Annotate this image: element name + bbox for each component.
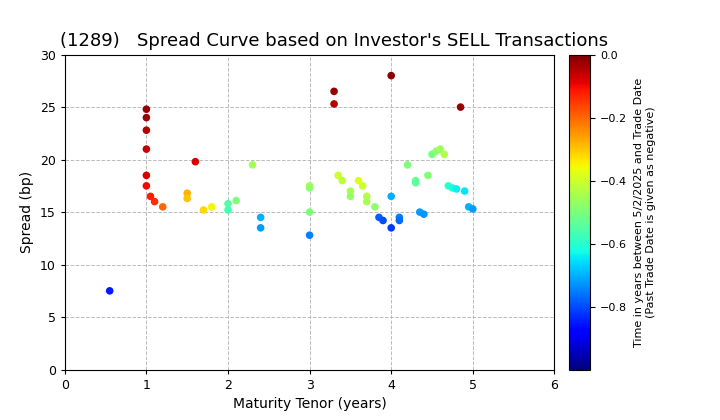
Text: (1289)   Spread Curve based on Investor's SELL Transactions: (1289) Spread Curve based on Investor's … xyxy=(60,32,608,50)
Point xyxy=(145,193,156,199)
Point xyxy=(463,203,474,210)
Y-axis label: Time in years between 5/2/2025 and Trade Date
(Past Trade Date is given as negat: Time in years between 5/2/2025 and Trade… xyxy=(634,77,656,347)
Point xyxy=(410,177,421,184)
X-axis label: Maturity Tenor (years): Maturity Tenor (years) xyxy=(233,397,387,411)
Point xyxy=(402,161,413,168)
Point xyxy=(336,177,348,184)
Point xyxy=(304,209,315,215)
Point xyxy=(345,188,356,194)
Point xyxy=(304,184,315,191)
Point xyxy=(222,200,234,207)
Point xyxy=(157,203,168,210)
Point xyxy=(255,214,266,221)
Point xyxy=(230,197,242,204)
Point xyxy=(206,203,217,210)
Point xyxy=(443,182,454,189)
Point xyxy=(418,211,430,218)
Point xyxy=(446,184,458,191)
Point xyxy=(385,72,397,79)
Point xyxy=(385,193,397,199)
Point xyxy=(345,193,356,199)
Point xyxy=(181,195,193,202)
Point xyxy=(373,214,384,221)
Point xyxy=(140,114,152,121)
Point xyxy=(361,193,372,199)
Point xyxy=(222,207,234,213)
Point xyxy=(140,172,152,179)
Point xyxy=(149,198,161,205)
Point xyxy=(455,104,467,110)
Point xyxy=(304,182,315,189)
Point xyxy=(333,172,344,179)
Point xyxy=(328,100,340,107)
Point xyxy=(140,106,152,113)
Y-axis label: Spread (bp): Spread (bp) xyxy=(20,171,35,253)
Point xyxy=(357,182,369,189)
Point xyxy=(414,209,426,215)
Point xyxy=(385,224,397,231)
Point xyxy=(140,146,152,152)
Point xyxy=(353,177,364,184)
Point xyxy=(438,151,450,158)
Point xyxy=(459,188,470,194)
Point xyxy=(369,203,381,210)
Point xyxy=(394,217,405,224)
Point xyxy=(394,214,405,221)
Point xyxy=(467,205,479,212)
Point xyxy=(377,217,389,224)
Point xyxy=(189,158,201,165)
Point xyxy=(426,151,438,158)
Point xyxy=(140,182,152,189)
Point xyxy=(247,161,258,168)
Point xyxy=(451,186,462,192)
Point xyxy=(104,287,115,294)
Point xyxy=(431,148,442,155)
Point xyxy=(361,198,372,205)
Point xyxy=(434,146,446,152)
Point xyxy=(422,172,433,179)
Point xyxy=(304,232,315,239)
Point xyxy=(328,88,340,95)
Point xyxy=(255,224,266,231)
Point xyxy=(140,127,152,134)
Point xyxy=(181,190,193,197)
Point xyxy=(410,179,421,186)
Point xyxy=(198,207,210,213)
